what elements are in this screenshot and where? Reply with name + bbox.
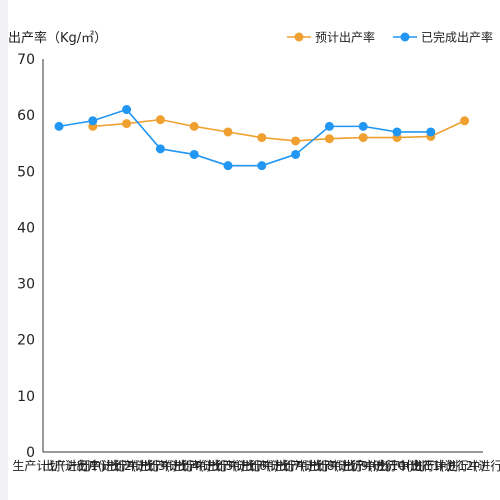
y-tick-label: 70: [17, 52, 35, 68]
x-tick-label: 出产计划9(进行中): [313, 458, 414, 473]
data-point: [189, 121, 199, 131]
data-point: [392, 127, 402, 137]
legend-marker: [294, 32, 304, 42]
data-point: [324, 121, 334, 131]
data-point: [223, 127, 233, 137]
y-tick-label: 30: [17, 277, 35, 293]
legend-item: 已完成出产率: [393, 30, 493, 45]
legend-label: 已完成出产率: [421, 30, 493, 45]
data-point: [257, 133, 267, 143]
legend-label: 预计出产率: [315, 30, 375, 45]
data-point: [155, 115, 165, 125]
line-chart: 出产率（Kg/㎡） 预计出产率 已完成出产率 0 10 20 30 40 50 60 70 生产计…: [8, 30, 500, 474]
legend: 预计出产率 已完成出产率: [287, 30, 493, 45]
y-tick-label: 50: [17, 164, 35, 180]
chart-panel: 出产率（Kg/㎡） 预计出产率 已完成出产率 0 10 20 30 40 50 60 70 生产计…: [8, 0, 500, 500]
data-point: [122, 105, 132, 115]
x-tick-label: 出产计划6(进行中): [211, 458, 312, 473]
x-tick-label: 出产计划5(进行中): [178, 458, 279, 473]
data-point: [324, 134, 334, 144]
series-line: [58, 108, 431, 167]
data-point: [426, 127, 436, 137]
data-point: [358, 133, 368, 143]
x-tick-label: 出产计划3(进行中): [110, 458, 211, 473]
x-tick-label: 出产计划1(进行中): [42, 458, 143, 473]
data-point: [460, 116, 470, 126]
legend-marker: [400, 32, 410, 42]
y-tick-label: 10: [17, 389, 35, 405]
data-point: [257, 161, 267, 171]
x-tick-label: 出产计划10(进行中): [343, 458, 452, 473]
data-point: [189, 149, 199, 159]
data-point: [291, 136, 301, 146]
x-tick-label: 出产计划11(进行中): [376, 458, 485, 473]
data-point: [155, 144, 165, 154]
series-line: [92, 118, 465, 142]
series-2: [54, 105, 436, 171]
data-point: [54, 121, 64, 131]
x-tick-label: 出产计划12(进行中): [410, 458, 500, 473]
data-point: [358, 121, 368, 131]
x-tick-label: 出产计划8(进行中): [279, 458, 380, 473]
data-point: [291, 149, 301, 159]
x-tick-label: 出产计划2(进行中): [76, 458, 177, 473]
data-point: [122, 119, 132, 129]
y-tick-label: 60: [17, 108, 35, 124]
x-tick-label: 出产计划7(进行中): [245, 458, 346, 473]
data-point: [223, 161, 233, 171]
series-layer: [54, 105, 470, 171]
x-tick-label: 生产计划(进行中): [12, 458, 105, 473]
y-tick-label: 20: [17, 333, 35, 349]
axes: 0 10 20 30 40 50 60 70 生产计划(进行中)出产计划1(进行中)出产计划2(…: [12, 52, 500, 473]
data-point: [88, 116, 98, 126]
y-tick-label: 0: [26, 445, 35, 461]
x-tick-label: 出产计划4(进行中): [144, 458, 245, 473]
y-axis-title: 出产率（Kg/㎡）: [8, 30, 107, 46]
legend-item: 预计出产率: [287, 30, 375, 45]
y-tick-label: 40: [17, 220, 35, 236]
